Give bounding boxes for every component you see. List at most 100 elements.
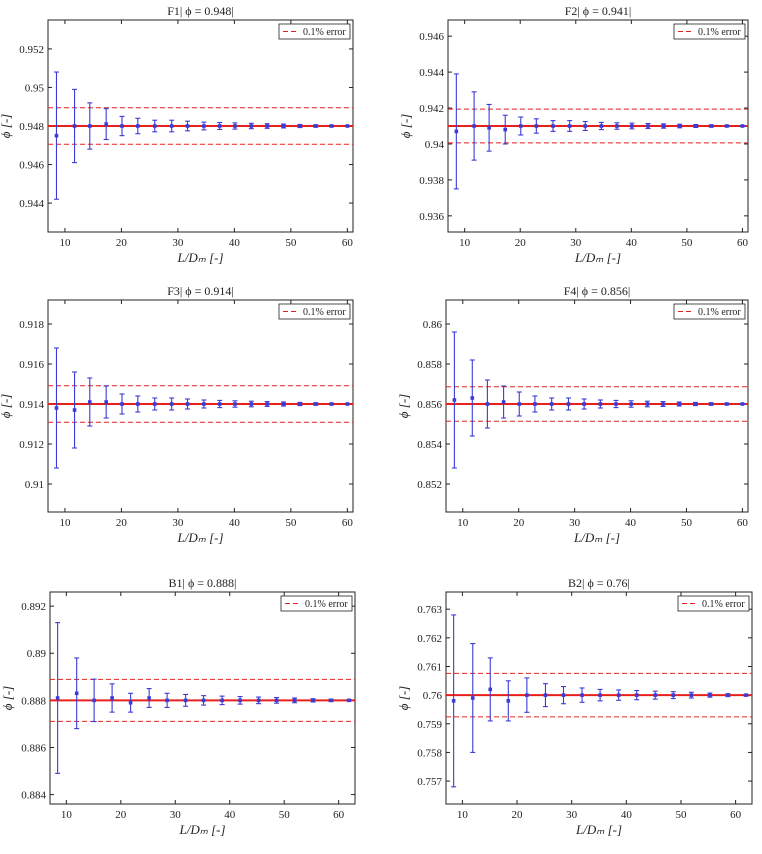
data-point bbox=[470, 396, 475, 400]
x-tick-label: 10 bbox=[61, 809, 73, 821]
plot-area-frame bbox=[47, 299, 354, 513]
data-point bbox=[693, 124, 698, 128]
data-point bbox=[87, 400, 92, 404]
legend-label: 0.1% error bbox=[303, 27, 346, 38]
data-point bbox=[54, 133, 59, 138]
data-point bbox=[313, 402, 318, 406]
data-point bbox=[281, 124, 286, 128]
y-tick-label: 0.918 bbox=[19, 319, 44, 331]
y-tick-label: 0.948 bbox=[19, 121, 44, 133]
data-point bbox=[629, 402, 633, 406]
data-point bbox=[249, 402, 254, 406]
x-tick-label: 30 bbox=[172, 237, 184, 249]
data-point bbox=[128, 700, 133, 705]
data-point bbox=[313, 124, 318, 128]
x-tick-label: 50 bbox=[279, 809, 291, 821]
x-tick-label: 40 bbox=[626, 237, 638, 249]
chart-panel-1: 10 20 30 40 50 60 0.944 0.946 0.948 0.95 0.952 0.1%… bbox=[0, 4, 354, 265]
data-point bbox=[598, 402, 603, 406]
y-tick-label: 0.944 bbox=[19, 198, 44, 210]
y-tick-label: 0.888 bbox=[21, 695, 46, 707]
chart-title: F3| ϕ = 0.914| bbox=[167, 284, 234, 298]
y-tick-label: 0.94 bbox=[425, 139, 445, 151]
y-tick-label: 0.942 bbox=[419, 103, 444, 115]
y-tick-label: 0.912 bbox=[19, 439, 44, 451]
legend-box bbox=[673, 303, 746, 320]
data-point bbox=[169, 402, 174, 406]
data-point bbox=[724, 402, 729, 406]
y-tick-label: 0.936 bbox=[419, 211, 444, 223]
data-point bbox=[217, 402, 222, 406]
chart-title: F1| ϕ = 0.948| bbox=[167, 4, 234, 18]
y-tick-label: 0.91 bbox=[25, 479, 44, 491]
data-point bbox=[454, 129, 459, 134]
data-point bbox=[671, 693, 676, 697]
x-tick-label: 30 bbox=[566, 809, 578, 821]
x-tick-label: 10 bbox=[457, 517, 469, 529]
data-point bbox=[452, 398, 457, 402]
data-point bbox=[534, 124, 539, 128]
data-point bbox=[329, 402, 334, 406]
data-point bbox=[55, 696, 60, 700]
data-point bbox=[292, 698, 297, 703]
data-point bbox=[72, 408, 77, 412]
x-tick-label: 40 bbox=[625, 517, 637, 529]
data-point bbox=[347, 698, 351, 703]
x-tick-label: 20 bbox=[116, 517, 128, 529]
y-tick-label: 0.759 bbox=[417, 719, 442, 731]
data-point bbox=[661, 124, 666, 128]
y-tick-label: 0.858 bbox=[417, 359, 442, 371]
x-tick-label: 10 bbox=[459, 237, 471, 249]
x-axis-label: L/Dₘ [-] bbox=[573, 530, 620, 545]
data-point bbox=[517, 402, 522, 406]
y-tick-label: 0.762 bbox=[417, 633, 442, 645]
y-tick-label: 0.763 bbox=[417, 604, 442, 616]
y-tick-label: 0.856 bbox=[417, 399, 442, 411]
y-tick-label: 0.761 bbox=[417, 661, 442, 673]
data-point bbox=[329, 124, 334, 128]
legend-label: 0.1% error bbox=[698, 27, 741, 38]
y-tick-label: 0.952 bbox=[19, 44, 44, 56]
data-point bbox=[518, 124, 523, 128]
x-tick-label: 20 bbox=[513, 517, 525, 529]
x-tick-label: 30 bbox=[170, 809, 182, 821]
data-point bbox=[165, 698, 169, 703]
data-point bbox=[598, 693, 602, 697]
data-point bbox=[543, 693, 548, 697]
x-tick-label: 60 bbox=[730, 809, 742, 821]
data-point bbox=[551, 124, 555, 128]
data-point bbox=[488, 687, 493, 692]
chart-title: F4| ϕ = 0.856| bbox=[564, 284, 631, 298]
data-point bbox=[533, 402, 537, 406]
data-point bbox=[92, 698, 96, 703]
y-axis-label: ϕ [-] bbox=[396, 394, 411, 418]
data-point bbox=[120, 124, 124, 128]
y-axis-label: ϕ [-] bbox=[396, 686, 411, 710]
x-tick-label: 40 bbox=[229, 237, 241, 249]
data-point bbox=[677, 124, 682, 128]
chart-panel-4: 10 20 30 40 50 60 0.852 0.854 0.856 0.858 0.86 0.1%… bbox=[396, 284, 749, 545]
data-point bbox=[501, 400, 506, 404]
x-tick-label: 50 bbox=[681, 517, 693, 529]
data-point bbox=[487, 125, 491, 130]
y-tick-label: 0.914 bbox=[19, 399, 44, 411]
data-point bbox=[614, 402, 618, 406]
data-point bbox=[615, 124, 619, 128]
y-tick-label: 0.946 bbox=[19, 160, 44, 172]
data-point bbox=[583, 124, 588, 128]
x-tick-label: 10 bbox=[457, 809, 469, 821]
data-point bbox=[329, 698, 333, 703]
data-point bbox=[87, 124, 92, 128]
x-axis-label: L/Dₘ [-] bbox=[574, 250, 621, 265]
data-point bbox=[238, 698, 242, 703]
y-tick-label: 0.938 bbox=[419, 175, 444, 187]
plot-area-frame bbox=[445, 591, 753, 805]
y-tick-label: 0.854 bbox=[417, 439, 442, 451]
data-point bbox=[582, 402, 586, 406]
x-tick-label: 30 bbox=[569, 517, 581, 529]
data-point bbox=[506, 699, 511, 703]
x-tick-label: 30 bbox=[172, 517, 184, 529]
data-point bbox=[646, 124, 650, 128]
